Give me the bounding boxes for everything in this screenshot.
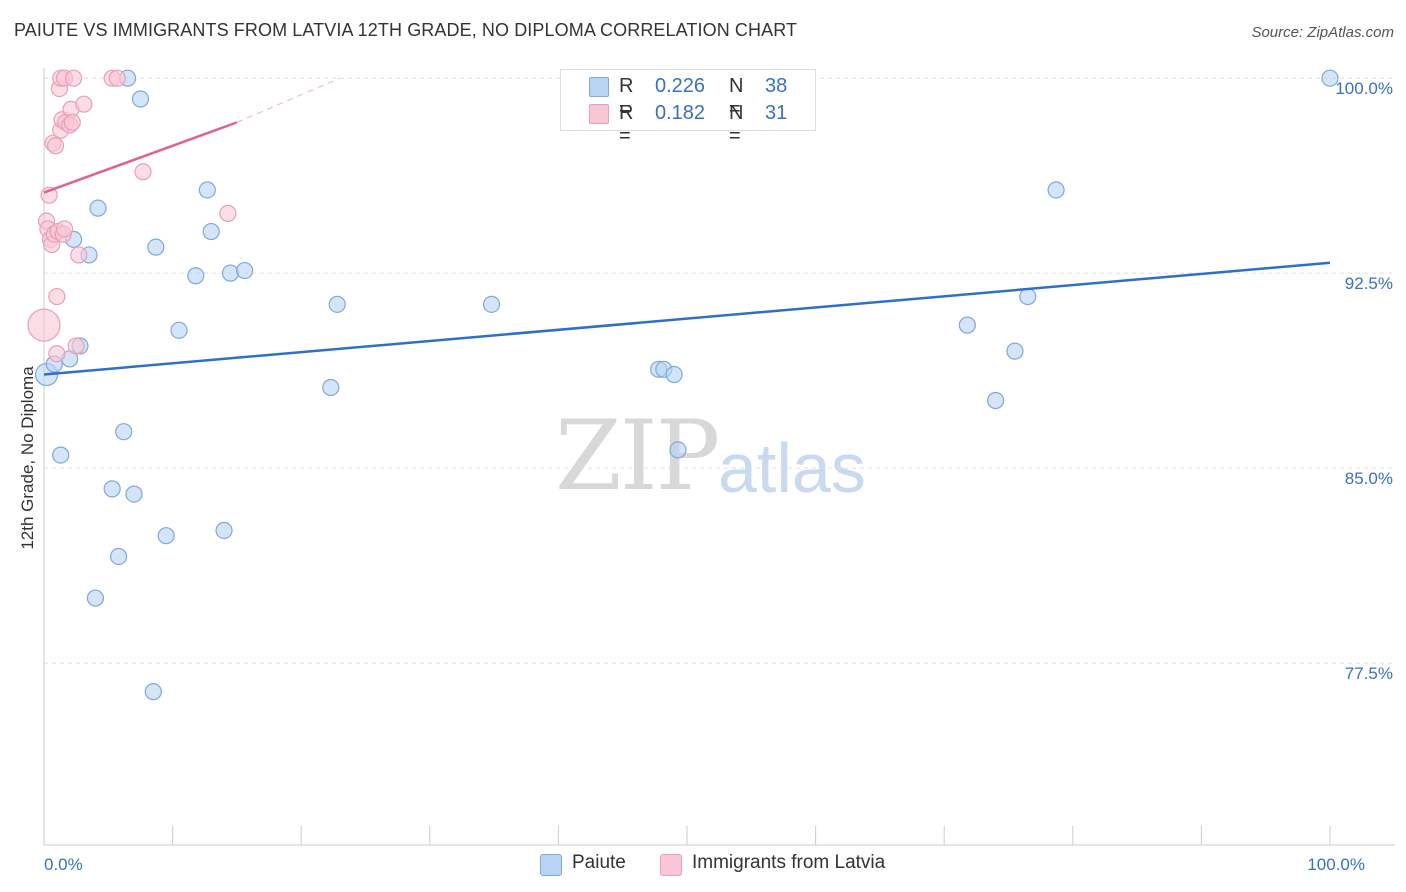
x-tick-label: 100.0% <box>1307 855 1365 874</box>
data-point-latvia <box>219 204 237 222</box>
data-point-paiute <box>198 181 216 199</box>
trend-extension-latvia <box>236 77 340 123</box>
data-point-paiute <box>144 683 162 701</box>
data-point-paiute <box>482 295 501 313</box>
data-point-paiute <box>987 391 1005 410</box>
legend-swatch-latvia <box>660 854 682 876</box>
legend-r-label: R = <box>619 75 634 120</box>
data-point-paiute <box>89 199 107 217</box>
trend-line-paiute <box>43 261 1331 376</box>
data-point-paiute <box>958 316 976 334</box>
legend-n-value: 31 <box>765 102 788 124</box>
data-point-paiute <box>1019 287 1037 306</box>
data-point-paiute <box>1006 342 1024 360</box>
data-point-paiute <box>131 90 150 108</box>
data-point-paiute <box>1321 69 1339 87</box>
data-point-paiute <box>115 423 133 441</box>
y-tick-label: 92.5% <box>1345 274 1393 293</box>
data-point-paiute <box>215 521 233 540</box>
data-point-latvia <box>46 137 65 155</box>
legend-r-value: 0.226 <box>655 75 706 97</box>
data-point-latvia <box>55 220 74 238</box>
data-point-paiute <box>328 295 346 313</box>
data-point-paiute <box>1047 181 1065 199</box>
legend-n-label: N = <box>729 75 744 120</box>
legend-n-label: N = <box>729 102 744 147</box>
data-point-latvia <box>134 163 152 181</box>
legend-swatch-paiute <box>589 77 609 97</box>
trend-line-latvia <box>43 121 238 194</box>
legend-r-value: 0.182 <box>655 102 706 124</box>
legend-swatch-paiute <box>540 854 562 876</box>
data-point-latvia <box>64 69 83 87</box>
data-point-paiute <box>147 238 165 256</box>
data-point-latvia <box>27 308 61 342</box>
data-point-paiute <box>157 527 175 545</box>
data-point-paiute <box>187 267 205 285</box>
data-point-latvia <box>63 113 81 131</box>
data-point-paiute <box>125 485 143 503</box>
source-label: Source: ZipAtlas.com <box>1251 24 1394 41</box>
data-point-paiute <box>669 441 687 459</box>
data-point-paiute <box>665 365 683 384</box>
data-point-latvia <box>67 337 85 355</box>
x-tick-label: 0.0% <box>44 855 83 874</box>
data-point-latvia <box>70 246 88 264</box>
data-point-paiute <box>202 222 220 241</box>
data-point-latvia <box>75 95 93 113</box>
y-tick-label: 77.5% <box>1345 664 1393 683</box>
y-axis-label: 12th Grade, No Diploma <box>18 366 37 550</box>
data-point-paiute <box>52 446 70 464</box>
data-point-latvia <box>48 345 66 363</box>
data-point-paiute <box>221 264 240 282</box>
stats-legend: R = 0.226 N = 38 R = 0.182 N = 31 <box>560 69 816 147</box>
legend-n-value: 38 <box>765 75 788 97</box>
data-point-paiute <box>86 589 105 607</box>
chart-title: PAIUTE VS IMMIGRANTS FROM LATVIA 12TH GR… <box>14 20 798 40</box>
legend-label-latvia: Immigrants from Latvia <box>692 852 886 873</box>
data-point-latvia <box>108 69 126 87</box>
data-point-paiute <box>322 378 340 397</box>
data-point-paiute <box>109 547 128 566</box>
data-point-paiute <box>103 480 121 498</box>
legend-swatch-latvia <box>589 104 609 124</box>
data-point-paiute <box>236 261 254 280</box>
y-tick-label: 100.0% <box>1335 79 1393 98</box>
data-point-paiute <box>170 321 188 339</box>
y-tick-label: 85.0% <box>1345 469 1393 488</box>
data-point-latvia <box>48 287 66 306</box>
series-legend: Paiute Immigrants from Latvia <box>0 852 1406 878</box>
watermark-zip: ZIP <box>555 400 720 512</box>
legend-r-label: R = <box>619 102 634 147</box>
legend-label-paiute: Paiute <box>572 852 626 873</box>
